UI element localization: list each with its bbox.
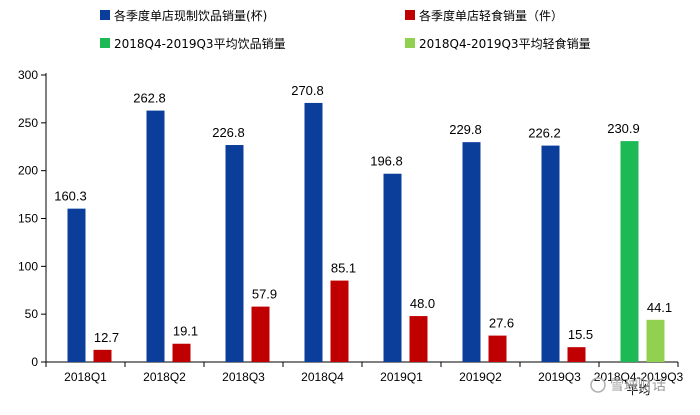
x-tick-label: 2018Q4-2019Q3 平均 — [594, 370, 684, 397]
legend: 各季度单店现制饮品销量(杯) 各季度单店轻食销量（件） 2018Q4-2019Q3平… — [100, 8, 591, 51]
data-label: 226.8 — [212, 125, 245, 140]
legend-label: 各季度单店现制饮品销量(杯) — [114, 8, 267, 23]
data-label: 57.9 — [252, 287, 277, 302]
legend-swatch — [405, 38, 415, 48]
bar — [172, 343, 191, 362]
legend-swatch — [100, 10, 110, 20]
data-label: 19.1 — [173, 324, 198, 339]
bar — [488, 335, 507, 362]
data-labels: 160.3 12.7 262.8 19.1 226.8 57.9 270.8 85.1 196.… — [54, 83, 672, 345]
data-label: 160.3 — [54, 189, 87, 204]
bar — [409, 316, 428, 362]
bar — [251, 306, 270, 362]
data-label: 15.5 — [568, 327, 593, 342]
x-tick-label: 2019Q2 — [459, 370, 502, 384]
data-label: 44.1 — [647, 300, 672, 315]
data-label: 230.9 — [607, 121, 640, 136]
data-label: 229.8 — [449, 122, 482, 137]
y-tick-label: 200 — [18, 164, 38, 178]
bar — [146, 110, 165, 362]
y-tick-label: 100 — [18, 259, 38, 273]
x-tick-label: 2019Q3 — [538, 370, 581, 384]
y-tick-label: 0 — [31, 355, 38, 369]
bar — [330, 280, 349, 362]
bar — [304, 102, 323, 363]
bars — [67, 102, 665, 363]
x-tick-label: 2018Q1 — [64, 370, 107, 384]
y-tick-label: 250 — [18, 116, 38, 130]
legend-label: 各季度单店轻食销量（件） — [419, 8, 563, 23]
x-tick-label: 2019Q1 — [380, 370, 423, 384]
data-label: 12.7 — [94, 330, 119, 345]
legend-swatch — [100, 38, 110, 48]
watermark-logo-icon — [590, 377, 606, 393]
bar — [541, 145, 560, 362]
data-label: 270.8 — [291, 83, 324, 98]
bar — [646, 319, 665, 362]
bar — [225, 145, 244, 362]
data-label: 196.8 — [370, 154, 403, 169]
y-tick-label: 50 — [25, 307, 39, 321]
bar — [383, 173, 402, 362]
x-tick-label: 2018Q3 — [222, 370, 265, 384]
legend-label: 2018Q4-2019Q3平均饮品销量 — [114, 37, 286, 51]
legend-label: 2018Q4-2019Q3平均轻食销量 — [419, 36, 591, 51]
bar — [462, 142, 481, 362]
x-tick-label: 2018Q4 — [301, 370, 344, 384]
data-label: 27.6 — [489, 316, 514, 331]
data-label: 48.0 — [410, 296, 435, 311]
bar — [567, 347, 586, 362]
axes: 0 50 100 150 200 250 300 2018Q1 2018Q2 2018Q3 2018… — [18, 68, 684, 397]
watermark: 雪球财话 — [590, 377, 666, 394]
data-label: 262.8 — [133, 91, 166, 106]
legend-swatch — [405, 10, 415, 20]
data-label: 226.2 — [528, 126, 561, 141]
y-tick-label: 300 — [18, 68, 38, 82]
bar — [620, 141, 639, 362]
bar — [67, 208, 86, 362]
y-tick-label: 150 — [18, 212, 38, 226]
bar — [93, 349, 112, 362]
watermark-text: 雪球财话 — [610, 378, 666, 394]
data-label: 85.1 — [331, 261, 356, 276]
x-tick-label: 2018Q2 — [143, 370, 186, 384]
